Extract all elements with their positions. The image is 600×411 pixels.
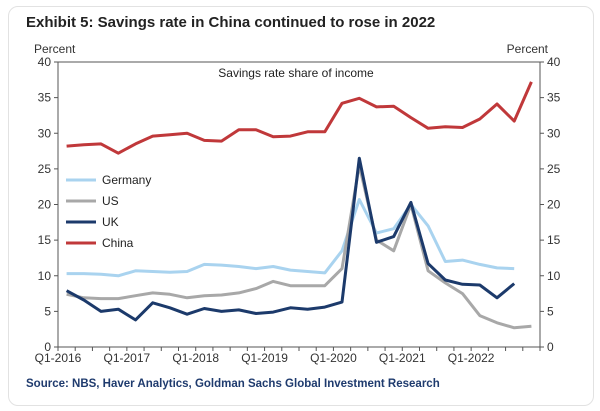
y-tick-label-left: 30 (38, 126, 52, 140)
series-line-us (66, 163, 532, 330)
y-tick-label-left: 10 (38, 269, 52, 283)
y-tick-label-left: 0 (44, 340, 51, 354)
y-tick-label-right: 35 (547, 91, 561, 105)
y-axis-label-right: Percent (507, 42, 549, 56)
y-tick-label-right: 20 (547, 198, 561, 212)
series-line-germany (66, 198, 515, 278)
y-tick-label-right: 25 (547, 162, 561, 176)
y-tick-label-left: 5 (44, 304, 51, 318)
x-tick-label: Q1-2018 (172, 351, 219, 365)
y-tick-label-left: 40 (38, 55, 52, 69)
source-note: Source: NBS, Haver Analytics, Goldman Sa… (26, 378, 440, 390)
chart-card (8, 6, 594, 406)
y-axis-label-left: Percent (34, 42, 76, 56)
x-tick-label: Q1-2021 (379, 351, 426, 365)
y-tick-label-right: 30 (547, 126, 561, 140)
y-tick-label-left: 15 (38, 233, 52, 247)
chart-subtitle: Savings rate share of income (218, 66, 374, 80)
x-tick-label: Q1-2016 (35, 351, 82, 365)
plot-frame (57, 61, 541, 348)
x-tick-label: Q1-2020 (310, 351, 357, 365)
y-tick-label-left: 20 (38, 198, 52, 212)
series-line-uk (65, 156, 516, 322)
page-title: Exhibit 5: Savings rate in China continu… (26, 14, 436, 31)
legend-label-germany: Germany (102, 173, 151, 187)
series-line-china (66, 81, 533, 155)
y-tick-label-left: 35 (38, 91, 52, 105)
x-tick-label: Q1-2017 (104, 351, 151, 365)
x-tick-label: Q1-2022 (448, 351, 495, 365)
legend-label-china: China (102, 236, 134, 250)
y-tick-label-right: 0 (547, 340, 554, 354)
legend-label-uk: UK (102, 215, 119, 229)
y-tick-label-left: 25 (38, 162, 52, 176)
y-tick-label-right: 10 (547, 269, 561, 283)
x-tick-label: Q1-2019 (241, 351, 288, 365)
y-tick-label-right: 5 (547, 304, 554, 318)
y-tick-label-right: 15 (547, 233, 561, 247)
legend-label-us: US (102, 194, 119, 208)
y-tick-label-right: 40 (547, 55, 561, 69)
